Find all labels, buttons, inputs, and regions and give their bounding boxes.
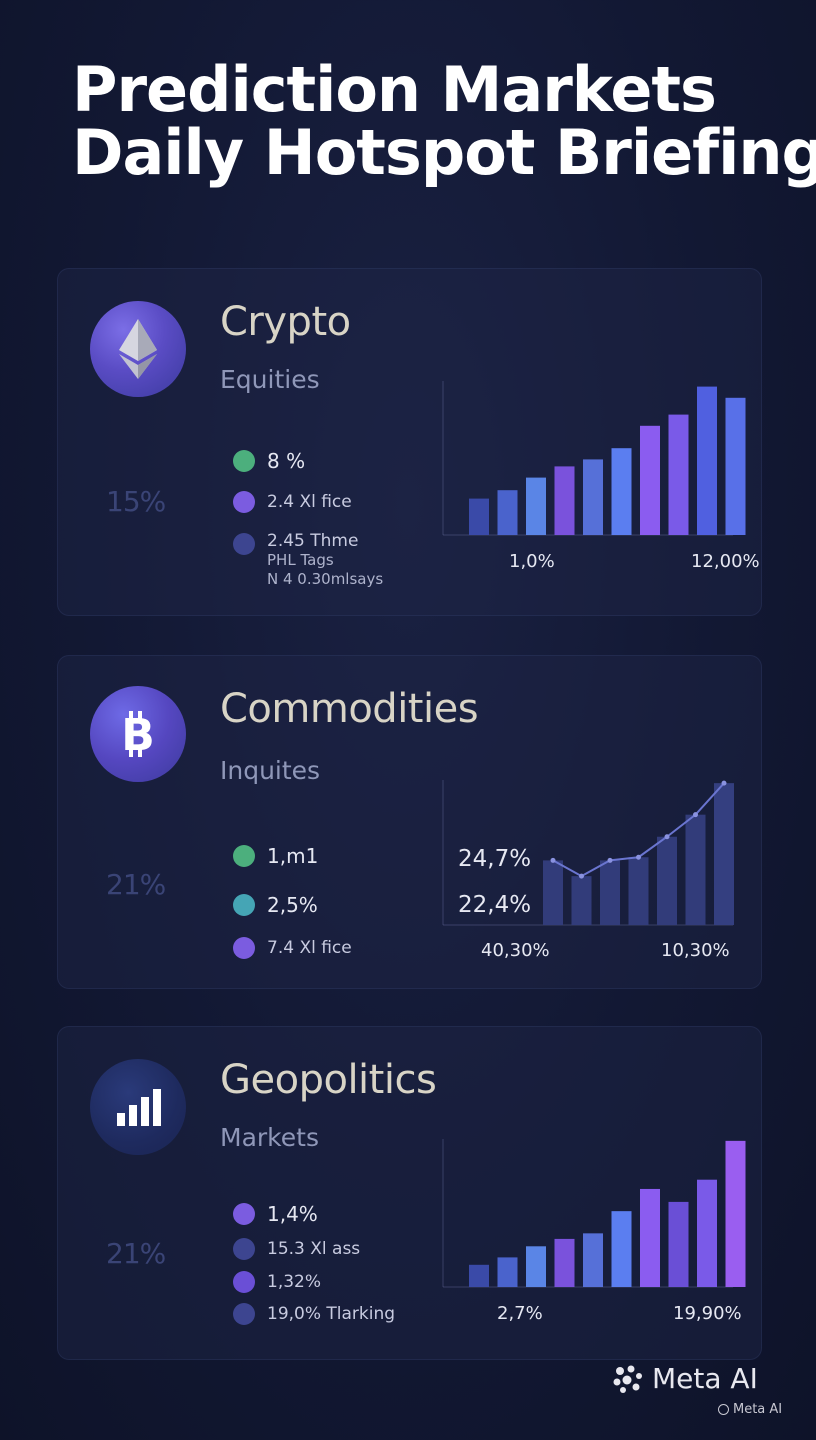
- legend-label: 19,0% Tlarking: [267, 1304, 396, 1324]
- legend-item: 7.4 Xl fice: [233, 937, 352, 959]
- legend-item: 2,5%: [233, 893, 318, 917]
- commodities-card: B Commodities Inquites 21% 1,m1 2,5% 7.4…: [57, 655, 762, 989]
- crypto-card: Crypto Equities 15% 8 % 2.4 Xl fice 2.45…: [57, 268, 762, 616]
- chart-bar: [657, 836, 677, 925]
- chart-data-label: 24,7%: [458, 846, 531, 872]
- chart-bar: [497, 490, 518, 535]
- chart-x-tick-label: 19,90%: [673, 1303, 742, 1324]
- chart-x-tick-label: 12,00%: [691, 551, 760, 572]
- legend-dot: [233, 450, 255, 472]
- legend-dot: [233, 533, 255, 555]
- legend-dot: [233, 894, 255, 916]
- ethereum-icon: [90, 301, 186, 397]
- chart-bar: [640, 425, 660, 535]
- legend-label: 1,32%: [267, 1272, 322, 1292]
- legend-dot: [233, 491, 255, 513]
- legend-label: 7.4 Xl fice: [267, 938, 352, 958]
- chart-bar: [583, 459, 603, 535]
- meta-ring-icon: [718, 1404, 729, 1415]
- legend-item: 1,4%: [233, 1202, 318, 1226]
- category-subtitle: Equities: [220, 365, 320, 394]
- chart-data-label: 22,4%: [458, 892, 531, 918]
- geopolitics-card: Geopolitics Markets 21% 1,4% 15.3 Xl ass…: [57, 1026, 762, 1360]
- chart-bar: [600, 860, 620, 925]
- chart-bar: [469, 498, 489, 535]
- chart-bar: [628, 857, 649, 925]
- chart-bar: [469, 1264, 489, 1287]
- legend-label: 1,m1: [267, 844, 319, 868]
- legend-item: 1,m1: [233, 844, 318, 868]
- legend-label: 2.45 Thme: [267, 531, 359, 551]
- chart-bar: [685, 814, 706, 925]
- chart-x-tick-label: 1,0%: [509, 551, 555, 572]
- legend-item: 19,0% Tlarking: [233, 1303, 395, 1325]
- chart-x-tick-label: 40,30%: [481, 940, 550, 961]
- legend-item: 8 %: [233, 449, 305, 473]
- chart-point: [550, 857, 556, 863]
- commodities-bar-chart: 40,30% 10,30% 24,7% 22,4%: [442, 780, 734, 961]
- chart-bar: [697, 1179, 717, 1287]
- chart-point: [607, 857, 613, 863]
- bar-chart-icon: [90, 1059, 186, 1155]
- legend-dot: [233, 1203, 255, 1225]
- chart-bar: [571, 876, 592, 925]
- bitcoin-icon: B: [90, 686, 186, 782]
- legend-item: 2.4 Xl fice: [233, 491, 352, 513]
- legend-label: 2.4 Xl fice: [267, 492, 352, 512]
- legend-label: N 4 0.30mlsays: [267, 570, 384, 588]
- big-percent: 15%: [106, 485, 166, 518]
- chart-bar: [611, 448, 632, 535]
- meta-ai-sub-watermark: Meta AI: [718, 1402, 782, 1417]
- chart-bar: [554, 466, 575, 535]
- category-subtitle: Markets: [220, 1123, 319, 1152]
- legend-label: PHL Tags: [267, 551, 334, 569]
- chart-bar: [554, 1238, 575, 1287]
- meta-ai-logo-icon: [613, 1365, 642, 1393]
- legend-label: 2,5%: [267, 893, 318, 917]
- big-percent: 21%: [106, 868, 166, 901]
- legend-dot: [233, 937, 255, 959]
- page-title: Prediction Markets Daily Hotspot Briefin…: [72, 53, 816, 190]
- page-title-line1: Prediction Markets: [72, 53, 717, 126]
- legend-dot: [233, 1238, 255, 1260]
- legend-dot: [233, 1271, 255, 1293]
- geopolitics-bar-chart: 2,7% 19,90%: [442, 1139, 746, 1324]
- chart-bar: [714, 783, 734, 925]
- page-title-line2: Daily Hotspot Briefing: [72, 116, 816, 190]
- category-title: Commodities: [220, 686, 479, 732]
- category-title: Crypto: [220, 299, 351, 345]
- legend-item: 15.3 Xl ass: [233, 1238, 360, 1260]
- chart-point: [721, 780, 727, 786]
- chart-bar: [640, 1188, 660, 1287]
- big-percent: 21%: [106, 1237, 166, 1270]
- legend-label: 8 %: [267, 449, 306, 473]
- chart-bar: [583, 1233, 603, 1287]
- chart-point: [664, 834, 670, 840]
- legend-item: 1,32%: [233, 1271, 321, 1293]
- category-subtitle: Inquites: [220, 756, 321, 785]
- chart-x-tick-label: 2,7%: [497, 1303, 543, 1324]
- chart-bar: [611, 1211, 632, 1287]
- category-title: Geopolitics: [220, 1057, 437, 1103]
- chart-bar: [526, 477, 546, 535]
- legend-item: 2.45 Thme PHL Tags N 4 0.30mlsays: [233, 531, 383, 589]
- chart-bar: [725, 1140, 746, 1287]
- legend-dot: [233, 1303, 255, 1325]
- chart-bar: [543, 860, 563, 925]
- chart-bar: [497, 1257, 518, 1287]
- chart-bar: [526, 1246, 546, 1287]
- chart-bar: [668, 414, 689, 535]
- chart-bar: [668, 1201, 689, 1287]
- chart-bar: [697, 386, 717, 535]
- chart-point: [579, 873, 584, 879]
- chart-point: [636, 854, 641, 860]
- chart-bar: [725, 397, 746, 535]
- legend-dot: [233, 845, 255, 867]
- legend-label: 15.3 Xl ass: [267, 1239, 361, 1259]
- meta-ai-watermark: Meta AI: [612, 1362, 758, 1395]
- chart-x-tick-label: 10,30%: [661, 940, 730, 961]
- crypto-bar-chart: 1,0% 12,00%: [442, 381, 760, 572]
- legend-label: 1,4%: [267, 1202, 318, 1226]
- chart-point: [693, 812, 698, 818]
